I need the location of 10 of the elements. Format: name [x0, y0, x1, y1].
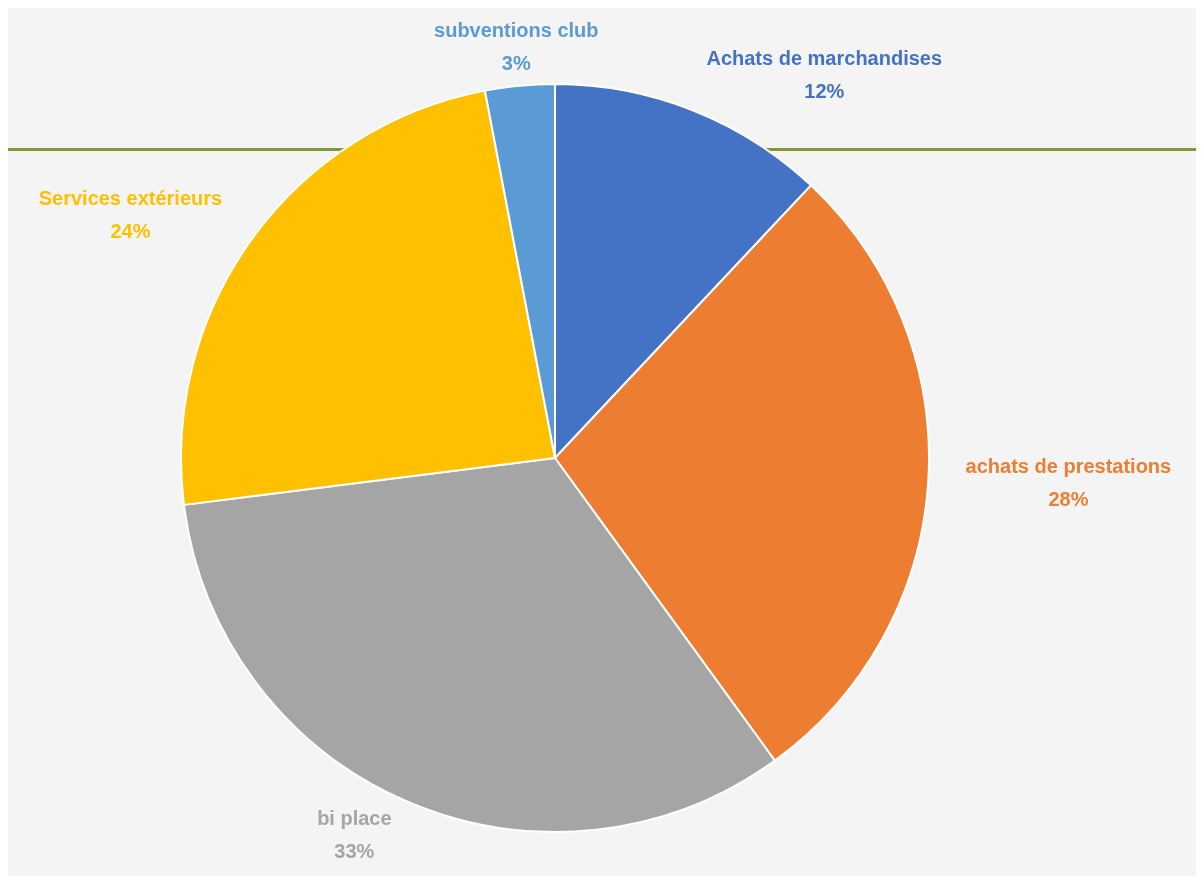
- slice-label: bi place: [317, 806, 392, 829]
- data-label: 24%: [110, 220, 151, 243]
- slice-label: Achats de marchandises: [706, 46, 943, 69]
- data-label: 3%: [501, 52, 531, 75]
- slice-label: achats de prestations: [965, 454, 1172, 477]
- data-label: 28%: [1048, 487, 1089, 510]
- slice-label: subventions club: [434, 19, 599, 42]
- data-label: 33%: [334, 839, 375, 862]
- data-label: 12%: [804, 79, 845, 102]
- slice-label: Services extérieurs: [38, 187, 223, 210]
